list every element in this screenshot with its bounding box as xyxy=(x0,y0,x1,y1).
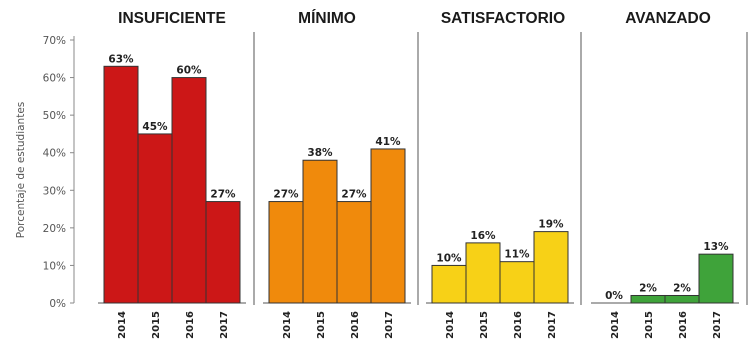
x-tick-label: 2014 xyxy=(282,311,293,339)
data-label: 19% xyxy=(538,219,564,231)
panel-title: MÍNIMO xyxy=(298,10,356,27)
y-tick-label: 30% xyxy=(43,185,66,197)
data-label: 41% xyxy=(375,136,401,148)
x-tick-label: 2016 xyxy=(513,311,524,339)
bar xyxy=(465,242,501,304)
x-tick-label: 2017 xyxy=(712,311,723,339)
y-tick-label: 40% xyxy=(43,148,66,160)
data-label: 27% xyxy=(273,189,299,201)
bar xyxy=(630,294,666,304)
bar xyxy=(302,159,338,304)
bar xyxy=(664,294,700,304)
panel-satisfactorio: SATISFACTORIO 10% 2014 16% 2015 11% 2016 19% 201… xyxy=(426,10,574,339)
data-label: 45% xyxy=(142,121,168,133)
x-tick-label: 2015 xyxy=(644,311,655,339)
x-tick-label: 2015 xyxy=(479,311,490,339)
data-label: 11% xyxy=(504,249,530,261)
bar xyxy=(431,264,467,304)
data-label: 27% xyxy=(341,189,367,201)
data-label: 2% xyxy=(673,282,691,294)
panel-avanzado: AVANZADO 0% 2014 2% 2015 2% 2016 13% 2017 xyxy=(591,10,739,339)
chart-panels: INSUFICIENTE 63% 2014 45% 2015 60% 2016 27% 2017… xyxy=(98,10,739,339)
y-tick-label: 20% xyxy=(43,223,66,235)
x-tick-label: 2016 xyxy=(678,311,689,339)
y-tick-label: 0% xyxy=(49,298,66,310)
bar xyxy=(499,261,535,304)
x-tick-label: 2015 xyxy=(316,311,327,339)
bar xyxy=(171,77,207,304)
data-label: 0% xyxy=(605,290,623,302)
bar xyxy=(268,201,304,304)
data-label: 10% xyxy=(436,252,462,264)
panel-title: AVANZADO xyxy=(625,10,711,27)
y-axis: 0% 10% 20% 30% 40% 50% 60% 70% xyxy=(43,35,75,310)
x-tick-label: 2014 xyxy=(610,311,621,339)
data-label: 60% xyxy=(176,65,202,77)
y-tick-label: 10% xyxy=(43,260,66,272)
panel-title: INSUFICIENTE xyxy=(118,10,226,27)
bar xyxy=(698,253,734,304)
y-tick-label: 60% xyxy=(43,73,66,85)
data-label: 16% xyxy=(470,230,496,242)
data-label: 13% xyxy=(703,241,729,253)
x-tick-label: 2016 xyxy=(350,311,361,339)
panel-mínimo: MÍNIMO 27% 2014 38% 2015 27% 2016 41% 2017 xyxy=(263,10,411,339)
x-tick-label: 2016 xyxy=(185,311,196,339)
bar xyxy=(205,201,241,304)
x-tick-label: 2017 xyxy=(384,311,395,339)
bar xyxy=(336,201,372,304)
x-tick-label: 2015 xyxy=(151,311,162,339)
bar xyxy=(137,133,173,304)
y-axis-label: Porcentaje de estudiantes xyxy=(15,102,27,239)
panel-insuficiente: INSUFICIENTE 63% 2014 45% 2015 60% 2016 27% 2017 xyxy=(98,10,246,339)
panel-title: SATISFACTORIO xyxy=(441,10,565,27)
x-tick-label: 2017 xyxy=(219,311,230,339)
data-label: 38% xyxy=(307,147,333,159)
x-tick-label: 2014 xyxy=(117,311,128,339)
data-label: 63% xyxy=(108,53,134,65)
data-label: 2% xyxy=(639,282,657,294)
bar xyxy=(103,65,139,304)
y-tick-label: 70% xyxy=(43,35,66,47)
data-label: 27% xyxy=(210,189,236,201)
x-tick-label: 2017 xyxy=(547,311,558,339)
bar xyxy=(370,148,406,304)
bar xyxy=(533,231,569,304)
x-tick-label: 2014 xyxy=(445,311,456,339)
panel-dividers xyxy=(253,32,748,305)
y-tick-label: 50% xyxy=(43,110,66,122)
